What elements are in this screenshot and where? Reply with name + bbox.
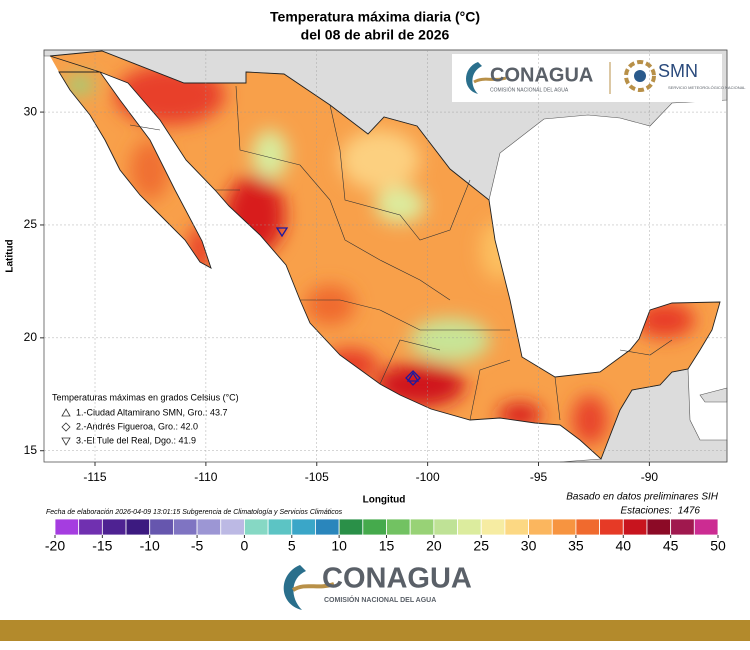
x-axis-label: Longitud <box>363 495 406 506</box>
colorbar-tick-label: 0 <box>241 538 249 554</box>
station-marker <box>405 370 421 386</box>
colorbar-swatch <box>551 518 577 536</box>
header-logos: CONAGUA COMISIÓN NACIONAL DEL AGUA SMN S… <box>452 54 746 102</box>
y-tick-label: 20 <box>24 330 38 344</box>
colorbar-swatch <box>196 518 222 536</box>
colorbar-swatch <box>670 518 695 536</box>
logo-tagline: COMISIÓN NACIONAL DEL AGUA <box>490 86 569 93</box>
legend-item: 2.-Andrés Figueroa, Gro.: 42.0 <box>76 421 198 431</box>
x-tick-label: -95 <box>530 470 548 484</box>
colorbar-swatch <box>125 518 151 536</box>
legend-symbol <box>61 437 71 446</box>
colorbar-tick-label: -20 <box>45 538 65 554</box>
smn-mark <box>634 70 646 82</box>
colorbar-swatch <box>101 518 127 536</box>
legend-symbol <box>61 422 71 432</box>
y-tick-label: 15 <box>24 443 38 457</box>
colorbar-swatch <box>504 518 529 536</box>
colorbar-tick-label: -15 <box>92 538 112 554</box>
logo-mark <box>473 76 507 84</box>
colorbar-tick-label: 5 <box>288 538 296 554</box>
x-tick-label: -105 <box>305 470 329 484</box>
subtitle: del 08 de abril de 2026 <box>301 27 450 43</box>
colorbar-swatch <box>244 518 269 536</box>
smn-text: SMN <box>658 61 698 81</box>
map-frame <box>43 49 728 463</box>
y-tick-label: 30 <box>24 104 38 118</box>
colorbar-swatch <box>315 518 340 536</box>
logo-text: CONAGUA <box>490 64 593 86</box>
colorbar-swatch <box>457 518 482 536</box>
colorbar-tick-label: 10 <box>331 538 347 554</box>
colorbar: -20 -15 -10 -5 0 5 10 15 20 25 30 35 40 45 50 <box>45 518 726 554</box>
colorbar-swatch <box>409 518 435 536</box>
legend: Temperaturas máximas en grados Celsius (… <box>52 392 239 446</box>
station-marker <box>406 371 420 382</box>
colorbar-tick-label: 15 <box>379 538 395 554</box>
x-tick-label: -90 <box>641 470 659 484</box>
footer-bar <box>0 620 750 641</box>
logo-tagline: COMISIÓN NACIONAL DEL AGUA <box>324 595 436 604</box>
logo-mark <box>291 582 335 592</box>
colorbar-swatch <box>599 518 624 536</box>
colorbar-swatch <box>693 518 719 536</box>
stations-note: Estaciones: 1476 <box>621 506 701 517</box>
colorbar-swatch <box>646 518 672 536</box>
colorbar-swatch <box>149 518 174 536</box>
colorbar-tick-label: 35 <box>568 538 584 554</box>
mexico-outline <box>49 50 721 460</box>
colorbar-tick-label: 30 <box>521 538 537 554</box>
colorbar-tick-label: -5 <box>191 538 204 554</box>
colorbar-swatch <box>433 518 458 536</box>
colorbar-swatch <box>528 518 553 536</box>
smn-tagline: SERVICIO METEOROLÓGICO NACIONAL <box>668 85 746 90</box>
colorbar-swatch <box>220 518 245 536</box>
colorbar-tick-label: 45 <box>663 538 679 554</box>
colorbar-swatch <box>575 518 601 536</box>
colorbar-tick-label: 20 <box>426 538 442 554</box>
smn-mark <box>624 60 656 92</box>
y-tick-label: 25 <box>24 217 38 231</box>
colorbar-tick-label: 40 <box>615 538 631 554</box>
colorbar-swatch <box>267 518 293 536</box>
logo-mark <box>283 565 306 610</box>
colorbar-tick-label: -10 <box>140 538 160 554</box>
x-tick-label: -115 <box>83 470 106 484</box>
credit-note: Fecha de elaboración 2026-04-09 13:01:15… <box>46 509 343 516</box>
colorbar-swatch <box>291 518 316 536</box>
colorbar-swatch <box>172 518 198 536</box>
logo-text: CONAGUA <box>322 563 472 595</box>
map: Temperaturas máximas en grados Celsius (… <box>40 49 746 466</box>
colorbar-tick-label: 50 <box>710 538 726 554</box>
x-tick-label: -100 <box>416 470 440 484</box>
colorbar-swatch <box>622 518 648 536</box>
y-axis-label: Latitud <box>5 239 16 272</box>
station-marker <box>275 227 289 238</box>
title: Temperatura máxima diaria (°C) <box>270 9 480 25</box>
colorbar-swatch <box>54 518 80 536</box>
state-borders <box>129 85 673 421</box>
colorbar-swatch <box>480 518 506 536</box>
source-note: Basado en datos preliminares SIH <box>566 492 719 503</box>
colorbar-swatch <box>338 518 364 536</box>
colorbar-tick-label: 25 <box>473 538 489 554</box>
colorbar-swatch <box>78 518 103 536</box>
logo-mark <box>466 62 482 94</box>
legend-title: Temperaturas máximas en grados Celsius (… <box>52 392 239 402</box>
legend-symbol <box>61 408 71 417</box>
colorbar-swatch <box>362 518 387 536</box>
footer-logo: CONAGUA COMISIÓN NACIONAL DEL AGUA <box>283 563 472 610</box>
legend-item: 1.-Ciudad Altamirano SMN, Gro.: 43.7 <box>76 407 228 417</box>
x-tick-label: -110 <box>194 470 217 484</box>
colorbar-swatch <box>386 518 411 536</box>
legend-item: 3.-El Tule del Real, Dgo.: 41.9 <box>76 435 196 445</box>
